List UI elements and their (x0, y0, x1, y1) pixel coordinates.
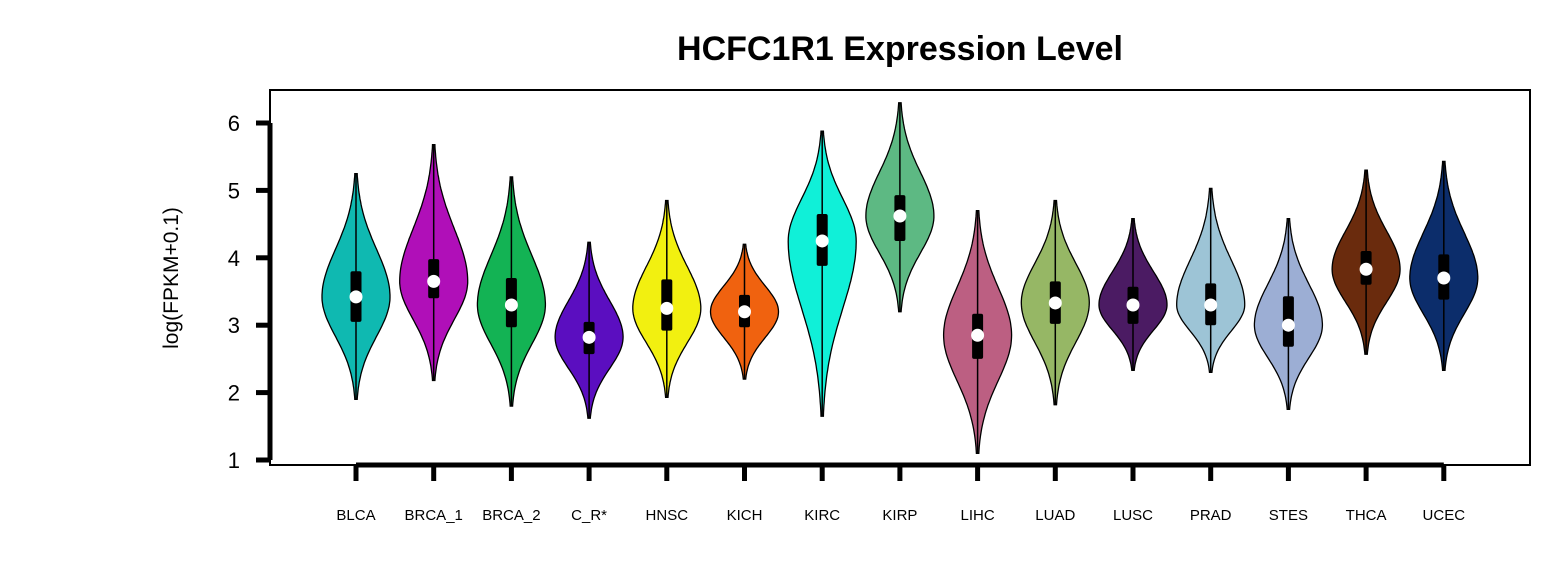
x-tick-label: LUAD (1035, 507, 1075, 524)
y-tick-label: 6 (228, 111, 240, 136)
x-tick-label: BLCA (336, 507, 375, 524)
x-tick-label: C_R* (571, 507, 607, 524)
violin-median-point (738, 305, 751, 319)
x-tick-label: KICH (727, 507, 763, 524)
x-tick-label: BRCA_2 (482, 507, 540, 524)
violin-median-point (971, 328, 985, 342)
violin-median-point (1281, 318, 1295, 332)
violin-brca-2 (476, 176, 547, 407)
violin-median-point (1437, 271, 1451, 285)
x-tick-label: KIRP (882, 507, 917, 524)
x-tick-label: STES (1269, 507, 1308, 524)
violin-median-point (1359, 262, 1373, 276)
violin-hnsc (632, 199, 702, 398)
y-axis: 1 2 3 4 5 6 (228, 111, 273, 473)
x-tick-label: KIRC (804, 507, 840, 524)
violin-lusc (1098, 218, 1168, 372)
y-tick-label: 3 (228, 313, 240, 338)
violin-median-point (893, 209, 907, 223)
violin-stes (1253, 218, 1324, 411)
x-axis: BLCA BRCA_1 BRCA_2 C_R* HNSC KICH KIRC KIRP LIHC… (336, 462, 1466, 524)
y-tick-label: 4 (228, 246, 240, 271)
violin-prad (1176, 187, 1246, 374)
violin-median-point (1204, 298, 1218, 312)
y-tick-label: 1 (228, 448, 240, 473)
violin-kich (709, 243, 780, 380)
y-tick-label: 2 (228, 381, 240, 406)
violin-kirp (865, 102, 935, 313)
x-tick-label: LUSC (1113, 507, 1153, 524)
x-tick-label: PRAD (1190, 507, 1232, 524)
chart-title: HCFC1R1 Expression Level (677, 30, 1123, 68)
y-tick-label: 5 (228, 178, 240, 203)
y-axis-label: log(FPKM+0.1) (160, 207, 183, 349)
violins-group (321, 102, 1479, 454)
violin-median-point (582, 330, 596, 344)
x-tick-label: UCEC (1423, 507, 1466, 524)
violin-median-point (815, 234, 829, 248)
violin-c-r- (554, 241, 624, 419)
violin-ucec (1409, 160, 1479, 372)
violin-median-point (427, 274, 441, 288)
violin-lihc (942, 209, 1013, 454)
x-tick-label: HNSC (646, 507, 689, 524)
violin-median-point (1048, 296, 1062, 310)
violin-median-point (504, 298, 518, 312)
x-tick-label: THCA (1346, 507, 1387, 524)
violin-luad (1020, 199, 1090, 406)
violin-kirc (787, 130, 857, 417)
violin-brca-1 (399, 143, 469, 382)
violin-median-point (349, 290, 363, 304)
x-tick-label: LIHC (961, 507, 995, 524)
violin-blca (321, 172, 391, 400)
violin-median-point (1126, 298, 1140, 312)
x-tick-label: BRCA_1 (405, 507, 463, 524)
violin-thca (1331, 169, 1401, 355)
violin-median-point (660, 301, 674, 315)
